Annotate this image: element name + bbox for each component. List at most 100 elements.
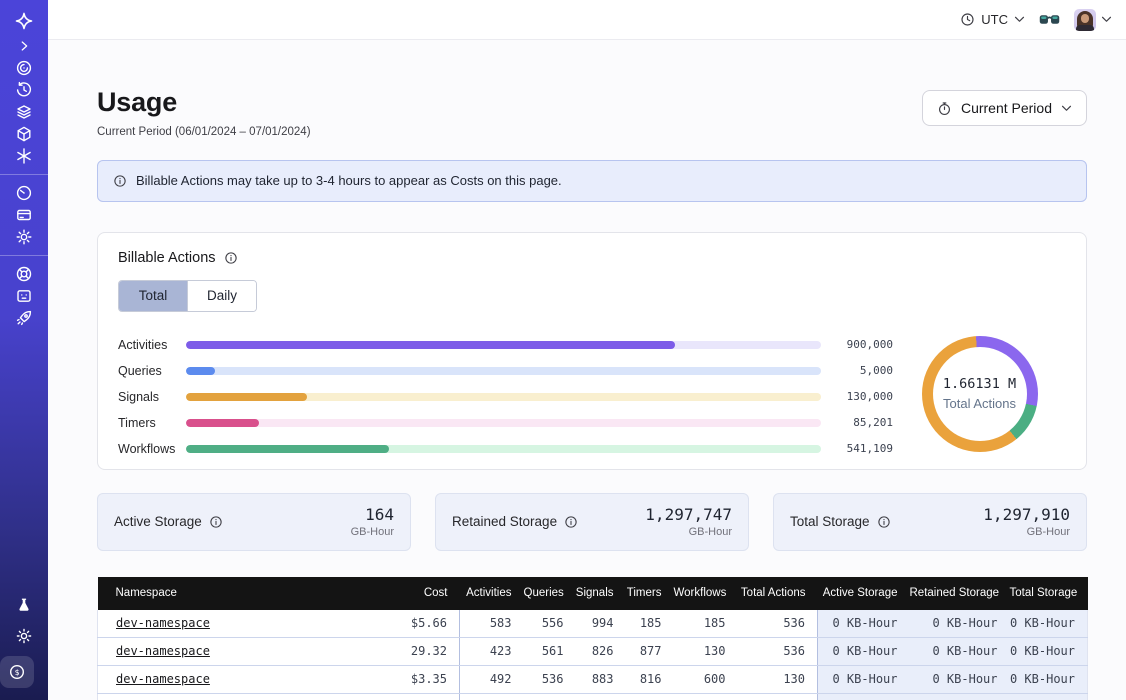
- bar-label: Timers: [118, 415, 156, 430]
- cell-timers: 816: [625, 665, 674, 694]
- cell-cost: $5.66: [359, 609, 460, 638]
- page-header: Usage Current Period (06/01/2024 – 07/01…: [97, 87, 1087, 138]
- bar-label: Activities: [118, 337, 168, 352]
- usage-icon[interactable]: [0, 182, 48, 204]
- billable-actions-info-banner: Billable Actions may take up to 3-4 hour…: [97, 159, 1087, 202]
- cell-cost: $3.35: [359, 665, 460, 694]
- sidebar-divider: [0, 255, 48, 256]
- header-active-storage: Active Storage: [817, 576, 910, 610]
- total-actions-donut: 1.66131 M Total Actions: [921, 335, 1038, 452]
- header-total-storage: Total Storage: [1009, 576, 1088, 610]
- namespaces-icon[interactable]: [0, 57, 48, 79]
- timezone-selector[interactable]: UTC: [960, 12, 1025, 27]
- bar-chart: Activities 900,000 Queries 5,000 Signals: [118, 332, 893, 462]
- total-actions-value: 1.66131 M: [942, 376, 1017, 393]
- labs-icon[interactable]: [0, 594, 48, 616]
- settings-icon[interactable]: [0, 226, 48, 248]
- billable-actions-chart: Activities 900,000 Queries 5,000 Signals: [118, 332, 1066, 462]
- bar-track: [186, 444, 821, 453]
- pricing-button[interactable]: $: [0, 656, 34, 688]
- header-retained-storage: Retained Storage: [909, 576, 1010, 610]
- info-icon[interactable]: [564, 515, 578, 529]
- cell-workflows: 130: [673, 637, 738, 666]
- cell-total-storage: 0 KB-Hour: [1009, 665, 1088, 694]
- namespace-link[interactable]: dev-namespace: [116, 616, 210, 631]
- nexus-icon[interactable]: [0, 145, 48, 167]
- glasses-button[interactable]: [1039, 12, 1060, 27]
- chevron-down-icon: [1061, 105, 1072, 111]
- namespace-link[interactable]: dev-namespace: [116, 644, 210, 659]
- expand-sidebar-icon[interactable]: [0, 35, 48, 57]
- storage-cards: Active Storage 164 GB-Hour Retained Stor…: [97, 492, 1087, 551]
- page-subtitle: Current Period (06/01/2024 – 07/01/2024): [97, 125, 311, 138]
- bar-value: 541,109: [846, 442, 893, 456]
- schedules-icon[interactable]: [0, 79, 48, 101]
- billing-icon[interactable]: [0, 204, 48, 226]
- bar-value: 85,201: [853, 416, 893, 430]
- bar-fill-timers: [186, 418, 260, 427]
- table-row: dev-namespace $5.66 583 556 994 185 185 …: [97, 609, 1088, 638]
- info-icon[interactable]: [209, 515, 223, 529]
- deployments-icon[interactable]: [0, 123, 48, 145]
- cell-retained-storage: 0 KB-Hour: [909, 665, 1010, 694]
- account-menu[interactable]: [1074, 8, 1112, 31]
- active-storage-unit: GB-Hour: [350, 526, 394, 539]
- banner-text: Billable Actions may take up to 3-4 hour…: [136, 173, 562, 189]
- main-content: Usage Current Period (06/01/2024 – 07/01…: [48, 40, 1126, 700]
- tab-daily[interactable]: Daily: [187, 280, 256, 311]
- cell-retained-storage: 0 KB-Hour: [909, 609, 1010, 638]
- cell-total-actions: 536: [737, 609, 818, 638]
- feedback-icon[interactable]: [0, 285, 48, 307]
- bar-row-signals: Signals 130,000: [118, 384, 893, 410]
- bar-track: [186, 418, 821, 427]
- bar-row-queries: Queries 5,000: [118, 358, 893, 384]
- cell-activities: 423: [459, 637, 524, 666]
- bar-row-timers: Timers 85,201: [118, 410, 893, 436]
- theme-toggle-icon[interactable]: [0, 625, 48, 647]
- total-storage-unit: GB-Hour: [1026, 526, 1070, 539]
- batch-operations-icon[interactable]: [0, 101, 48, 123]
- header-signals: Signals: [575, 576, 626, 610]
- glasses-icon: [1039, 15, 1060, 24]
- timezone-label: UTC: [981, 12, 1008, 27]
- period-selector-button[interactable]: Current Period: [921, 90, 1087, 126]
- cell-workflows: 185: [673, 609, 738, 638]
- info-icon[interactable]: [877, 515, 891, 529]
- chevron-down-icon: [1101, 16, 1112, 22]
- cell-timers: 185: [625, 609, 674, 638]
- cell-timers: 877: [625, 637, 674, 666]
- donut-zone: 1.66131 M Total Actions: [893, 326, 1066, 462]
- retained-storage-card: Retained Storage 1,297,747 GB-Hour: [435, 492, 749, 551]
- cell-signals: 883: [575, 665, 626, 694]
- total-storage-label: Total Storage: [790, 514, 870, 530]
- info-icon[interactable]: [224, 251, 238, 265]
- header-cost: Cost: [359, 576, 460, 610]
- bar-label: Queries: [118, 363, 162, 378]
- namespace-link[interactable]: dev-namespace: [116, 672, 210, 687]
- support-icon[interactable]: [0, 263, 48, 285]
- bar-label: Workflows: [118, 441, 176, 456]
- bar-value: 130,000: [846, 390, 893, 404]
- page-title: Usage: [97, 87, 178, 117]
- avatar: [1074, 8, 1096, 31]
- active-storage-label: Active Storage: [114, 514, 202, 530]
- cell-signals: 994: [575, 609, 626, 638]
- cell-active-storage: 0 KB-Hour: [817, 637, 910, 666]
- header-activities: Activities: [459, 576, 524, 610]
- bar-label: Signals: [118, 389, 159, 404]
- tab-total[interactable]: Total: [119, 280, 187, 311]
- cell-queries: 556: [523, 609, 576, 638]
- bar-track: [186, 340, 821, 349]
- getting-started-icon[interactable]: [0, 307, 48, 329]
- billable-actions-tabs: Total Daily: [118, 279, 257, 312]
- retained-storage-label: Retained Storage: [452, 514, 558, 530]
- namespace-usage-table: Namespace Cost Activities Queries Signal…: [97, 576, 1088, 700]
- temporal-logo-icon[interactable]: [0, 10, 48, 32]
- active-storage-value: 164: [365, 505, 394, 525]
- cell-queries: 536: [523, 665, 576, 694]
- billable-actions-card: Billable Actions Total Daily Activities …: [97, 231, 1087, 470]
- cell-cost: 29.32: [359, 637, 460, 666]
- bar-fill-activities: [186, 340, 675, 349]
- cell-signals: 826: [575, 637, 626, 666]
